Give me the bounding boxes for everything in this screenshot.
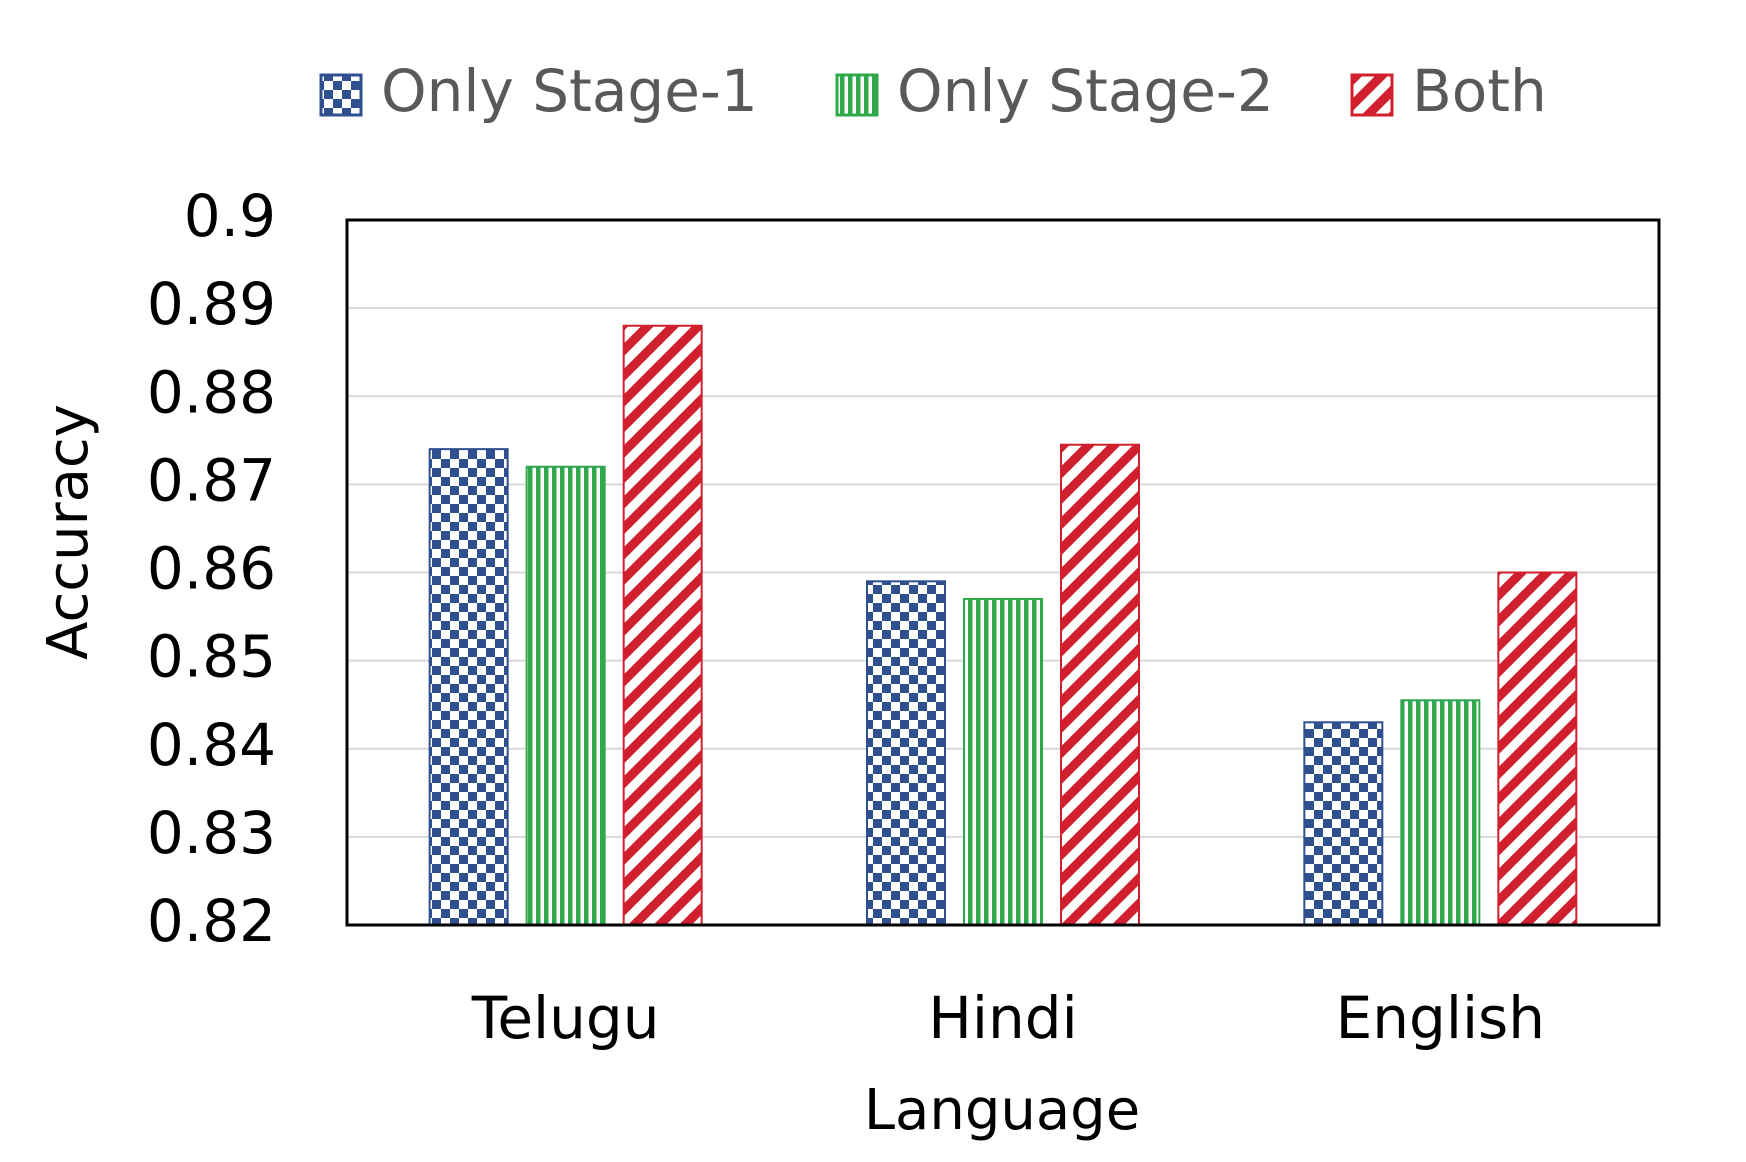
legend-swatch	[835, 73, 879, 117]
legend-swatch	[319, 73, 363, 117]
plot-frame	[345, 218, 1661, 927]
y-tick-label: 0.86	[147, 535, 276, 603]
legend-label: Both	[1412, 57, 1547, 125]
x-tick-label: Hindi	[928, 984, 1077, 1052]
y-tick-label: 0.89	[147, 270, 276, 338]
legend-label: Only Stage-2	[897, 57, 1274, 125]
bar	[866, 580, 946, 926]
x-tick-label: English	[1336, 984, 1545, 1052]
bar	[1400, 699, 1481, 926]
y-tick-label: 0.83	[147, 799, 276, 867]
y-tick-label: 0.85	[147, 623, 276, 691]
y-tick-label: 0.82	[147, 887, 276, 955]
x-axis-title: Language	[864, 1078, 1140, 1143]
bar	[622, 324, 703, 926]
y-axis-title: Accuracy	[36, 404, 101, 660]
bar	[1060, 443, 1140, 926]
legend-swatch	[1350, 73, 1394, 117]
bar	[428, 448, 509, 926]
legend-label: Only Stage-1	[381, 57, 758, 125]
bar	[1497, 571, 1578, 926]
bar	[1303, 721, 1384, 926]
y-tick-label: 0.9	[184, 182, 276, 250]
bar	[525, 465, 606, 926]
y-tick-label: 0.84	[147, 711, 276, 779]
y-tick-label: 0.87	[147, 446, 276, 514]
bar	[963, 597, 1043, 926]
x-tick-label: Telugu	[471, 984, 660, 1052]
y-tick-label: 0.88	[147, 358, 276, 426]
